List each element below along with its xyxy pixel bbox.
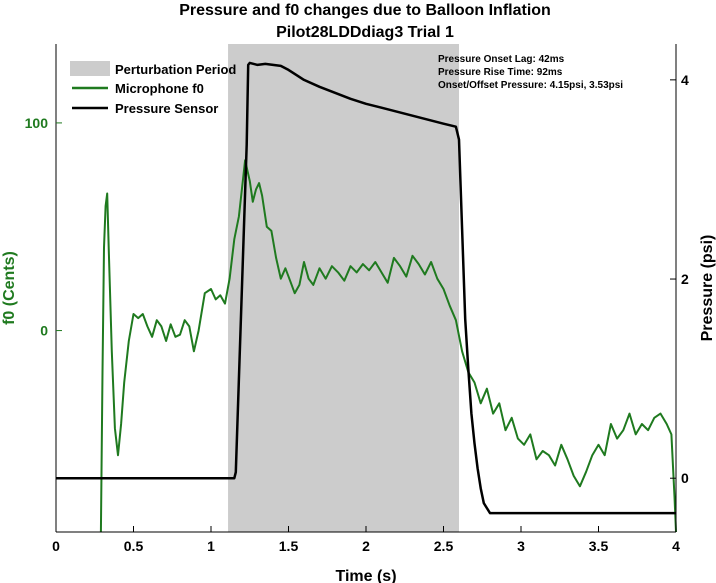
y-axis-left-label: f0 (Cents) <box>1 251 18 325</box>
y-right-tick-label: 0 <box>681 470 689 486</box>
annotation-rise-time: Pressure Rise Time: 92ms <box>438 67 563 78</box>
x-tick-label: 2.5 <box>434 538 454 554</box>
y-right-tick-label: 2 <box>681 271 689 287</box>
annotation-onset-offset: Onset/Offset Pressure: 4.15psi, 3.53psi <box>438 80 623 91</box>
y-left-tick-label: 0 <box>40 323 48 339</box>
x-tick-label: 3 <box>517 538 525 554</box>
chart-subtitle: Pilot28LDDdiag3 Trial 1 <box>276 24 454 41</box>
perturbation-period <box>228 44 459 532</box>
x-axis-label: Time (s) <box>335 568 396 583</box>
legend-label-perturbation: Perturbation Period <box>115 62 236 77</box>
y-left-tick-label: 100 <box>25 115 49 131</box>
x-tick-label: 1 <box>207 538 215 554</box>
chart-title: Pressure and f0 changes due to Balloon I… <box>179 2 551 19</box>
legend: Perturbation Period Microphone f0 Pressu… <box>70 61 236 116</box>
x-tick-label: 4 <box>672 538 680 554</box>
x-tick-label: 2 <box>362 538 370 554</box>
x-tick-label: 3.5 <box>589 538 609 554</box>
legend-swatch-perturbation <box>70 61 110 76</box>
annotation-onset-lag: Pressure Onset Lag: 42ms <box>438 54 565 65</box>
x-tick-label: 0.5 <box>124 538 144 554</box>
legend-label-pressure: Pressure Sensor <box>115 101 218 116</box>
y-axis-right-label: Pressure (psi) <box>699 235 716 342</box>
x-tick-label: 1.5 <box>279 538 299 554</box>
series-line-f0 <box>99 159 677 533</box>
series-line-pressure <box>56 61 676 515</box>
y-right-tick-label: 4 <box>681 72 689 88</box>
x-tick-label: 0 <box>52 538 60 554</box>
annotations: Pressure Onset Lag: 42ms Pressure Rise T… <box>438 54 623 91</box>
plot-area: 0 0.5 1 1.5 2 2.5 3 3.5 4 0 100 0 2 4 <box>25 44 689 554</box>
legend-label-f0: Microphone f0 <box>115 81 204 96</box>
